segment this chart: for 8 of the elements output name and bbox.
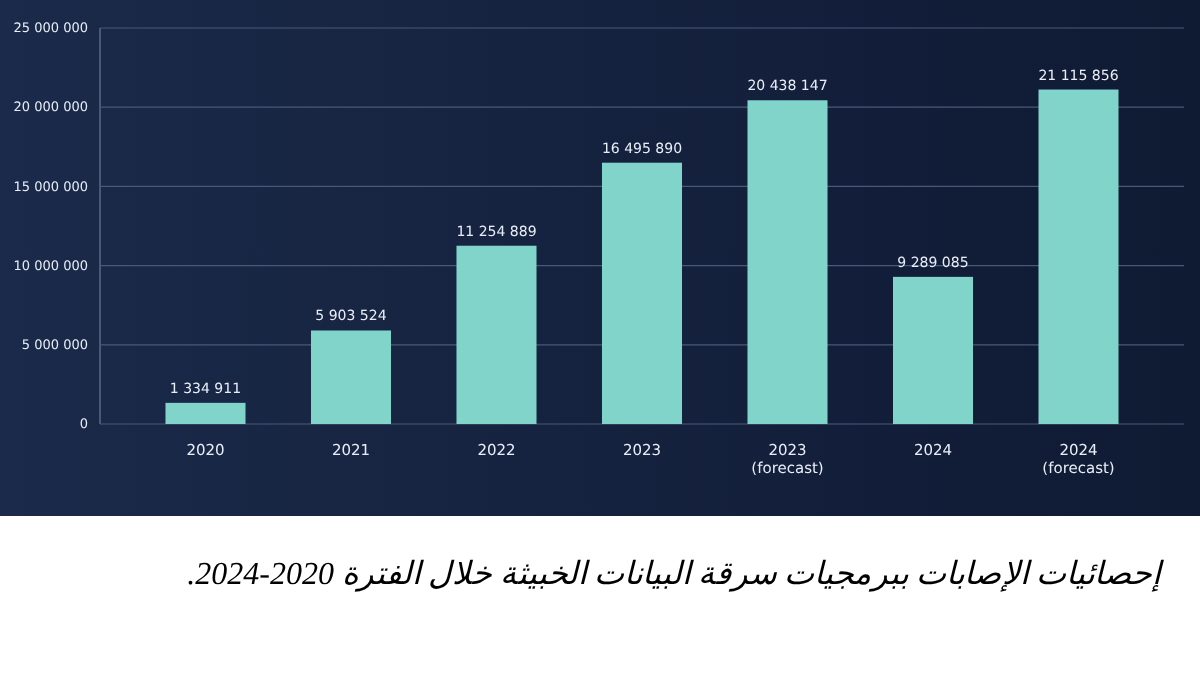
bar: [165, 402, 246, 424]
bar: [1038, 89, 1119, 424]
bar: [601, 162, 683, 424]
bar: [892, 276, 974, 424]
bar: [456, 245, 537, 424]
bar: [747, 100, 828, 424]
bar: [310, 330, 392, 424]
text: إحصائيات الإصابات ببرمجيات سرقة البيانات الخبيثة خلال الفترة 2020-2024.: [187, 558, 1164, 592]
